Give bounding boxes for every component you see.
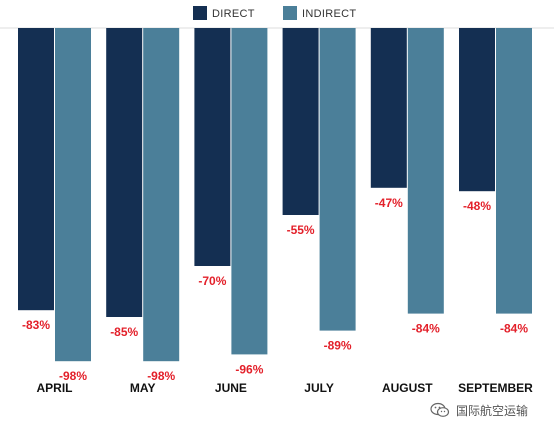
- bar-direct-july: [282, 28, 319, 215]
- bar-indirect-september: [496, 28, 532, 314]
- value-label-indirect-july: -89%: [324, 339, 352, 353]
- legend-swatch-indirect: [283, 6, 297, 20]
- bar-indirect-may: [143, 28, 180, 362]
- category-label-april: APRIL: [37, 381, 73, 395]
- bar-direct-may: [106, 28, 143, 317]
- value-label-direct-june: -70%: [198, 274, 226, 288]
- legend-label-direct: DIRECT: [212, 8, 255, 20]
- value-label-direct-july: -55%: [287, 223, 315, 237]
- value-label-direct-august: -47%: [375, 196, 403, 210]
- category-label-july: JULY: [304, 381, 334, 395]
- bars-group: [18, 28, 532, 362]
- legend: DIRECT INDIRECT: [193, 6, 356, 20]
- bar-indirect-april: [55, 28, 91, 362]
- value-label-indirect-september: -84%: [500, 322, 528, 336]
- bar-direct-september: [459, 28, 495, 192]
- category-label-may: MAY: [130, 381, 156, 395]
- value-label-direct-april: -83%: [22, 318, 50, 332]
- watermark: 国际航空运输: [430, 399, 528, 421]
- category-labels-group: APRIL MAY JUNE JULY AUGUST SEPTEMBER: [37, 381, 534, 395]
- legend-label-indirect: INDIRECT: [302, 8, 356, 20]
- bar-indirect-june: [231, 28, 268, 355]
- value-label-direct-september: -48%: [463, 199, 491, 213]
- category-label-september: SEPTEMBER: [458, 381, 533, 395]
- value-label-direct-may: -85%: [110, 325, 138, 339]
- value-label-indirect-april: -98%: [59, 369, 87, 383]
- bar-direct-june: [194, 28, 231, 266]
- wechat-icon: [430, 402, 450, 417]
- bar-direct-april: [18, 28, 54, 311]
- value-labels-group: -83% -98% -85% -98% -70% -96% -55% -89% -47% -84%…: [22, 196, 528, 383]
- value-label-indirect-august: -84%: [412, 322, 440, 336]
- category-label-august: AUGUST: [382, 381, 433, 395]
- category-label-june: JUNE: [215, 381, 247, 395]
- legend-swatch-direct: [193, 6, 207, 20]
- watermark-text: 国际航空运输: [456, 403, 529, 418]
- bar-indirect-august: [407, 28, 444, 314]
- value-label-indirect-june: -96%: [235, 362, 263, 376]
- bar-indirect-july: [319, 28, 356, 331]
- bar-direct-august: [370, 28, 407, 188]
- value-label-indirect-may: -98%: [147, 369, 175, 383]
